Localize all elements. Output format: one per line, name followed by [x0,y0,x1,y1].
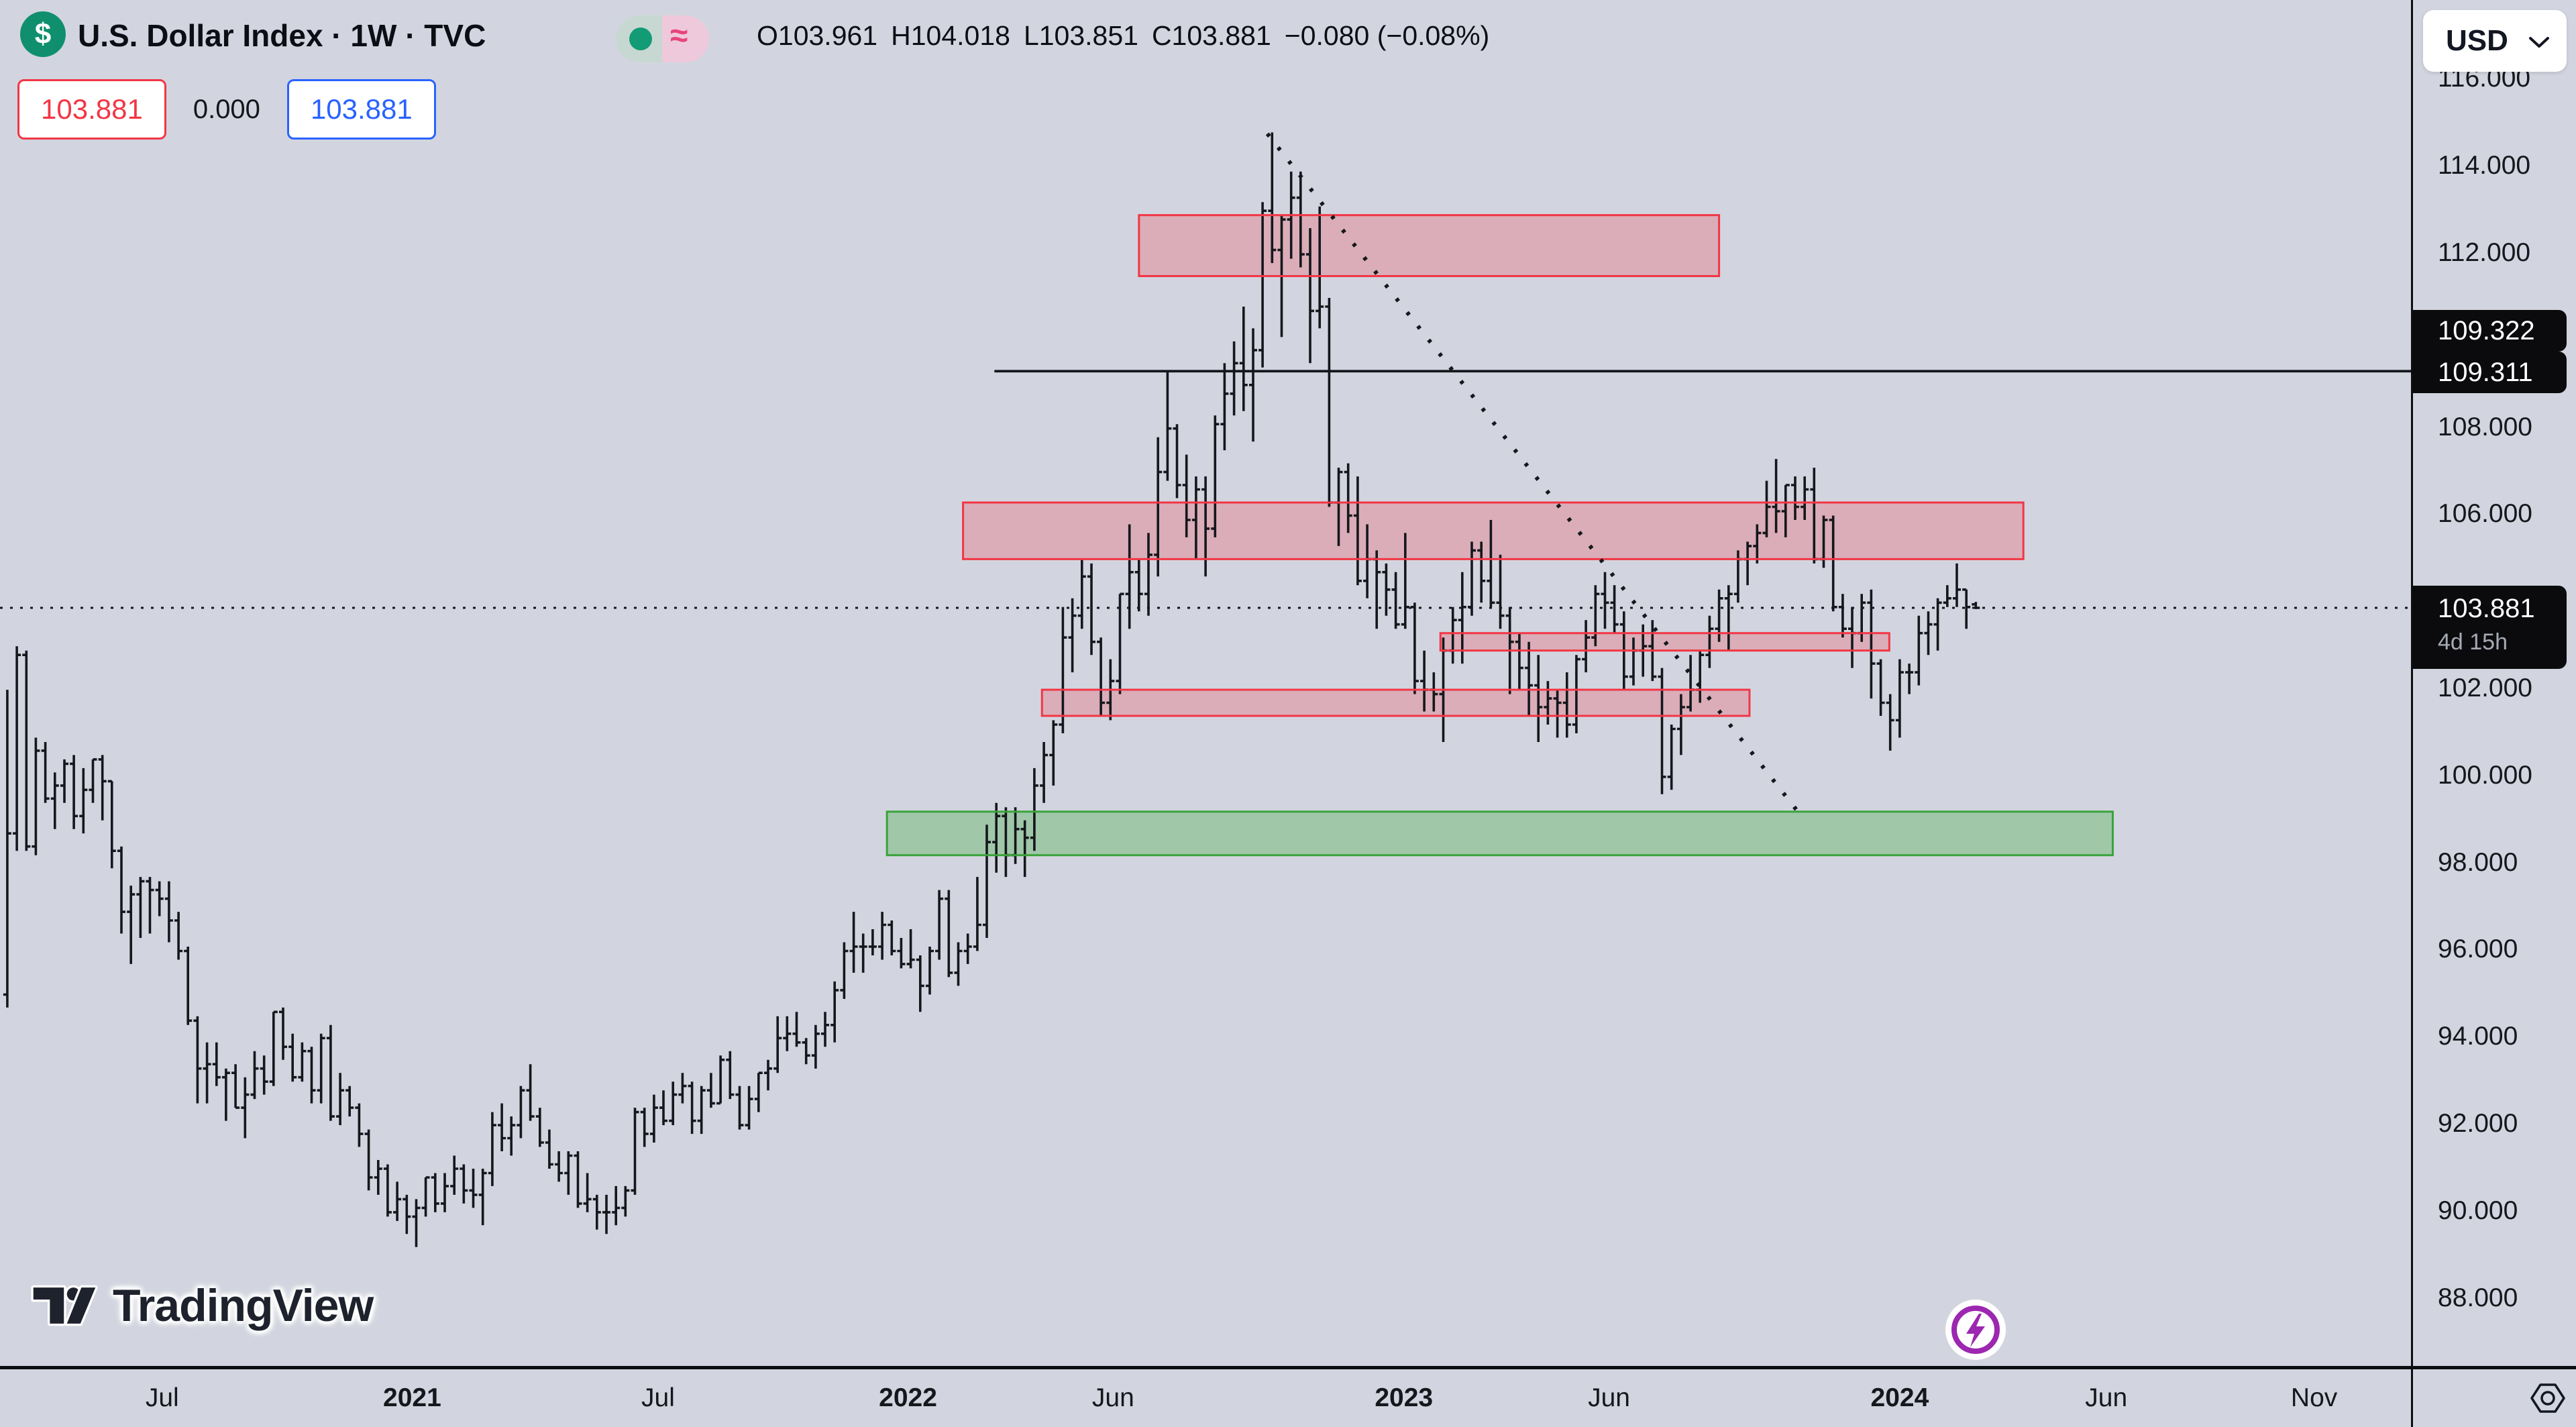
boost-button[interactable] [1941,1295,2010,1368]
market-status-pill[interactable]: ≈ [616,15,709,62]
price-tick-label: 112.000 [2438,238,2531,268]
demand-zone-green[interactable] [885,810,2114,857]
time-tick-label: Jun [2085,1383,2128,1412]
ohlc-high: H104.018 [891,20,1010,51]
currency-selector[interactable]: USD [2423,10,2567,72]
ohlc-open-ticks [3,196,1976,1218]
ohlc-low: L103.851 [1023,20,1138,51]
lightning-icon [1945,1300,2006,1360]
price-tick-label: 108.000 [2438,412,2532,441]
price-tick-label: 94.000 [2438,1022,2518,1051]
time-tick-label: 2022 [879,1383,937,1412]
supply-zone-upper-fill [1138,215,1719,276]
time-tick-label: 2023 [1375,1383,1434,1412]
price-axis-border[interactable] [2411,0,2413,1427]
quote-row: 103.881 0.000 103.881 [17,79,436,140]
tradingview-logo-text: TradingView [113,1280,374,1331]
price-line-label-lower: 109.311 [2413,351,2567,393]
buy-price-button[interactable]: 103.881 [286,79,436,140]
price-tick-label: 90.000 [2438,1196,2518,1225]
time-tick-label: Jun [1091,1383,1134,1412]
time-tick-label: Jul [145,1383,179,1412]
delayed-data-half[interactable]: ≈ [662,15,709,62]
ohlc-close-ticks [7,196,1980,1218]
ohlc-change: −0.080 (−0.08%) [1284,20,1490,51]
supply-zone-103[interactable] [1439,632,1890,652]
demand-zone-green-fill [887,811,2113,855]
supply-zone-103-fill [1440,633,1890,651]
price-tick-label: 114.000 [2438,151,2531,180]
currency-value: USD [2446,24,2508,57]
time-tick-label: Nov [2290,1383,2338,1412]
market-open-dot-icon [629,28,652,50]
symbol-title[interactable]: U.S. Dollar Index · 1W · TVC [78,18,486,53]
demand-zone-102[interactable] [1040,688,1751,717]
time-axis-border[interactable] [0,1366,2576,1369]
time-tick-label: 2024 [1870,1383,1929,1412]
time-tick-label: Jul [641,1383,675,1412]
demand-zone-102-fill [1042,690,1750,717]
price-tick-label: 92.000 [2438,1109,2518,1139]
price-line-label-upper: 109.322 [2413,309,2567,352]
market-open-half[interactable] [616,15,663,62]
chevron-down-icon [2529,37,2549,48]
price-tick-label: 96.000 [2438,935,2518,964]
spread-value: 0.000 [193,94,260,124]
time-tick-label: 2021 [383,1383,441,1412]
supply-zone-mid-fill [963,503,2024,560]
tradingview-watermark[interactable]: TradingView [31,1276,374,1335]
delayed-data-icon: ≈ [670,18,688,54]
price-tick-label: 98.000 [2438,847,2518,877]
time-tick-label: Jun [1588,1383,1630,1412]
supply-zone-upper[interactable] [1138,214,1721,278]
ohlc-close: C103.881 [1151,20,1271,51]
tradingview-logo-icon [31,1285,98,1326]
price-tick-label: 88.000 [2438,1283,2518,1312]
symbol-logo-icon[interactable]: $ [20,11,66,57]
price-tick-label: 100.000 [2438,760,2532,790]
supply-zone-mid[interactable] [962,501,2025,560]
price-tick-label: 106.000 [2438,499,2532,529]
sell-price-button[interactable]: 103.881 [17,79,166,140]
price-tick-label: 102.000 [2438,674,2532,703]
ohlc-open: O103.961 [757,20,878,51]
last-price-value: 103.881 [2438,594,2535,623]
axis-settings-icon[interactable] [2529,1379,2567,1420]
bar-countdown: 4d 15h [2438,629,2508,655]
last-price-label: 103.881 4d 15h [2413,586,2567,669]
ohlc-readout: O103.961 H104.018 L103.851 C103.881 −0.080 (… [757,20,1503,52]
